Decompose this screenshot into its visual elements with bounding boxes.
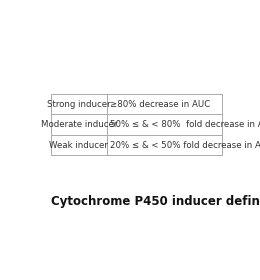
Bar xyxy=(107,94,222,115)
Bar xyxy=(51,94,107,115)
Bar xyxy=(51,135,107,155)
Text: Cytochrome P450 inducer definitions: Cytochrome P450 inducer definitions xyxy=(51,195,260,208)
Text: Moderate inducer: Moderate inducer xyxy=(41,120,117,129)
Text: Weak inducer: Weak inducer xyxy=(49,141,108,150)
Bar xyxy=(51,115,107,135)
Bar xyxy=(107,135,222,155)
Text: Strong inducer: Strong inducer xyxy=(47,100,111,109)
Text: 50% ≤ & < 80%  fold decrease in AUC: 50% ≤ & < 80% fold decrease in AUC xyxy=(110,120,260,129)
Bar xyxy=(107,115,222,135)
Text: 20% ≤ & < 50% fold decrease in AUC: 20% ≤ & < 50% fold decrease in AUC xyxy=(110,141,260,150)
Text: ≥80% decrease in AUC: ≥80% decrease in AUC xyxy=(110,100,210,109)
